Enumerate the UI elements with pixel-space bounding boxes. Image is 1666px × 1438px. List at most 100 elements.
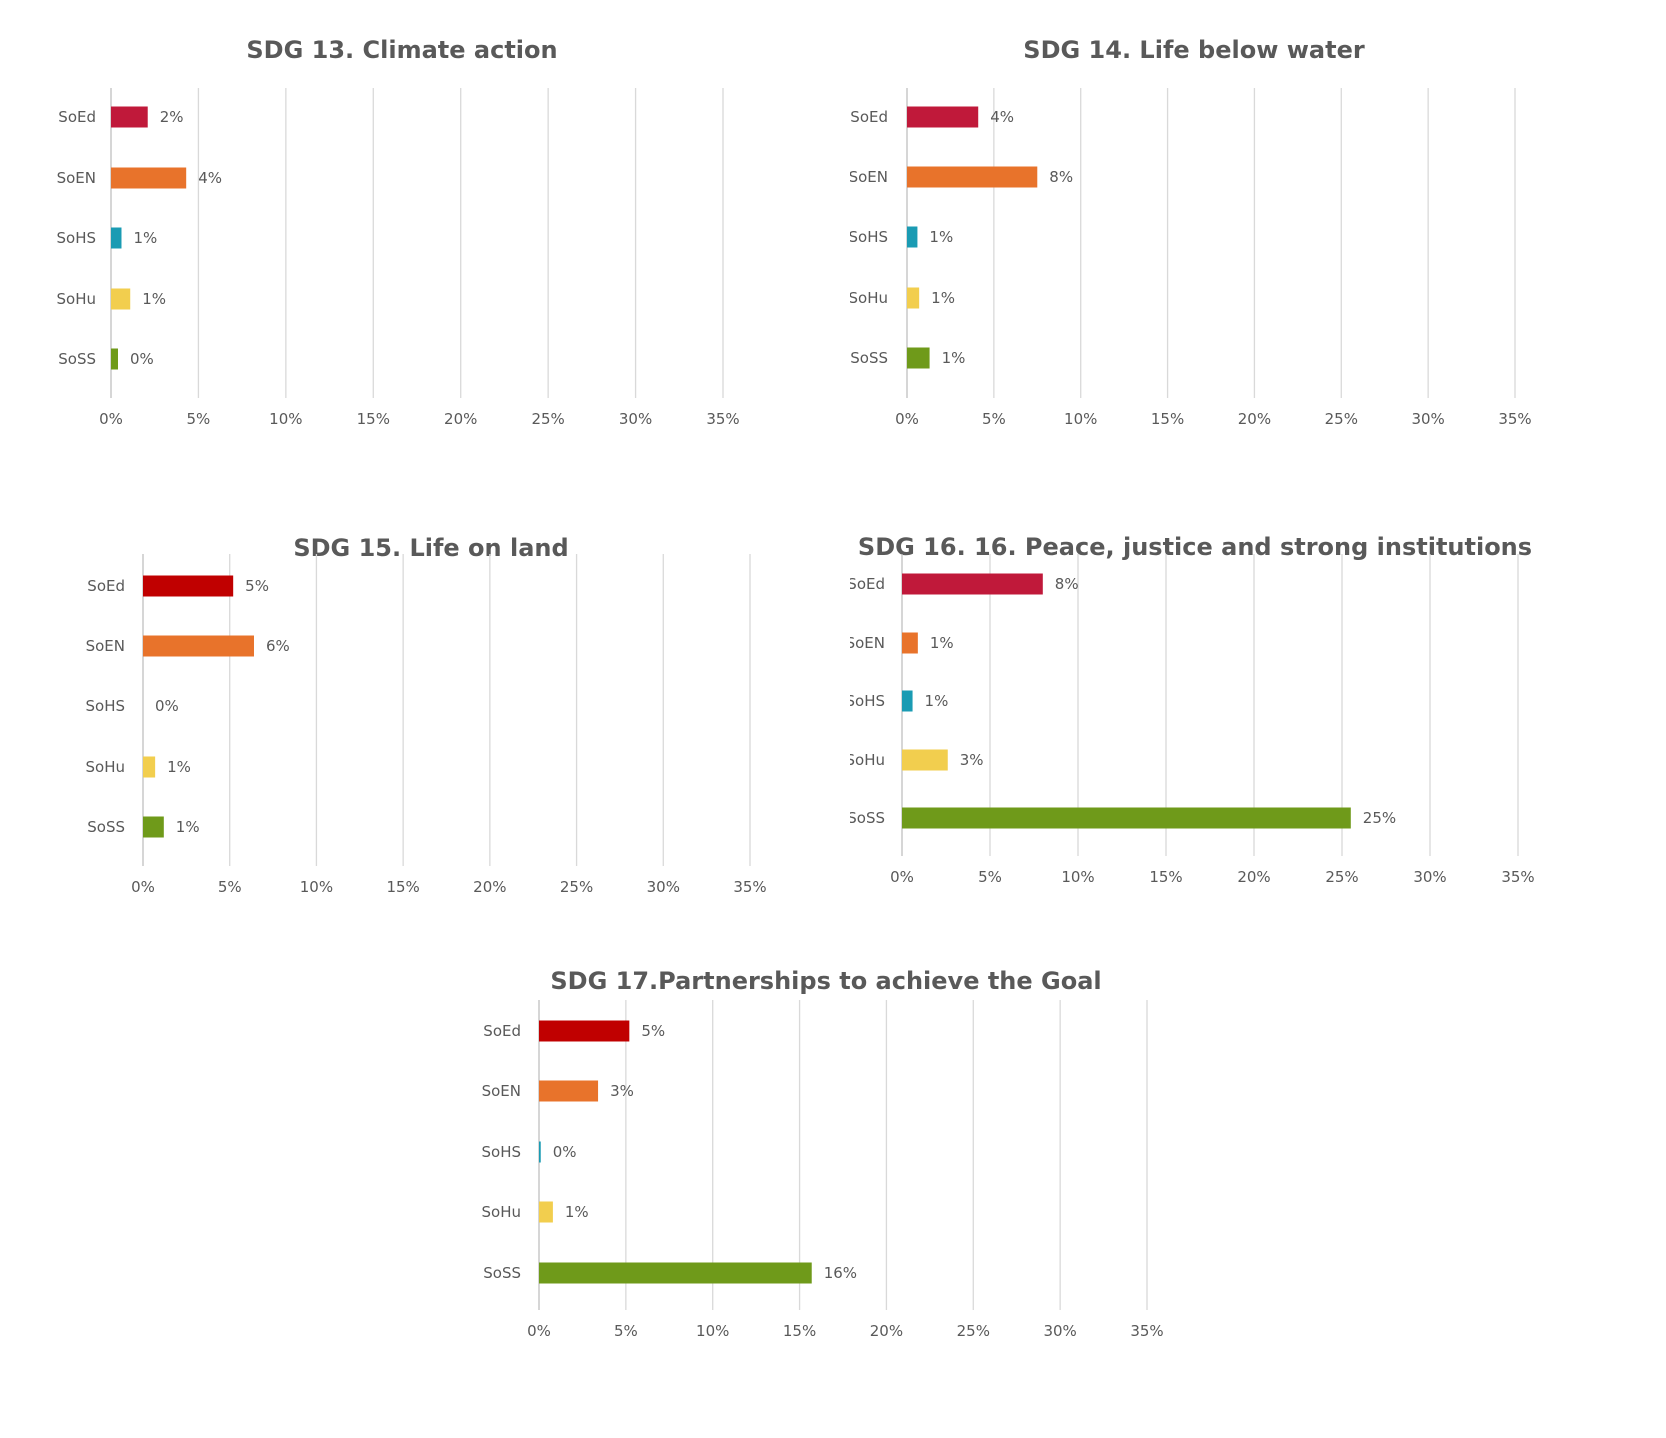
data-label: 1% <box>142 290 166 308</box>
bar <box>539 1262 812 1284</box>
data-label: 1% <box>133 229 157 247</box>
category-label: SoHS <box>57 229 97 247</box>
category-label: SoEd <box>850 108 888 126</box>
bar <box>902 749 948 771</box>
tick-label: 0% <box>131 878 155 896</box>
category-label: SoEd <box>58 108 96 126</box>
chart-title: SDG 14. Life below water <box>1023 36 1365 64</box>
tick-label: 30% <box>647 878 680 896</box>
bar <box>143 575 234 597</box>
chart-body: SDG 14. Life below water 0% 5% 10% 15% 20% 25%… <box>850 36 1532 428</box>
data-label: 8% <box>1049 168 1073 186</box>
chart-title: SDG 15. Life on land <box>293 534 568 562</box>
tick-label: 0% <box>890 868 914 886</box>
data-label: 8% <box>1055 575 1079 593</box>
chart-title: SDG 16. 16. Peace, justice and strong in… <box>858 533 1532 561</box>
bar <box>902 573 1043 595</box>
tick-label: 15% <box>1151 410 1184 428</box>
bar <box>539 1141 541 1163</box>
chart-title: SDG 17.Partnerships to achieve the Goal <box>550 967 1101 995</box>
bar <box>902 690 913 712</box>
tick-label: 10% <box>1061 868 1094 886</box>
bar <box>143 635 254 657</box>
data-label: 3% <box>610 1082 634 1100</box>
tick-label: 10% <box>269 410 302 428</box>
tick-label: 35% <box>1130 1322 1163 1340</box>
bar <box>111 106 148 128</box>
tick-label: 35% <box>706 410 739 428</box>
data-label: 0% <box>155 697 179 715</box>
bar <box>143 816 164 838</box>
category-label: SoEN <box>86 637 125 655</box>
tick-label: 10% <box>300 878 333 896</box>
chart-sdg16-peace-justice: SDG 16. 16. Peace, justice and strong in… <box>850 533 1535 886</box>
category-label: SoHu <box>850 751 885 769</box>
data-label: 3% <box>960 751 984 769</box>
category-label: SoSS <box>483 1264 521 1282</box>
bar <box>907 226 918 248</box>
tick-label: 10% <box>696 1322 729 1340</box>
chart-body: SDG 16. 16. Peace, justice and strong in… <box>850 533 1535 886</box>
tick-label: 5% <box>978 868 1002 886</box>
tick-label: 30% <box>1413 868 1446 886</box>
bar <box>539 1020 630 1042</box>
category-label: SoHS <box>86 697 126 715</box>
data-label: 1% <box>929 228 953 246</box>
category-label: SoEd <box>87 577 125 595</box>
tick-label: 15% <box>386 878 419 896</box>
data-label: 1% <box>565 1203 589 1221</box>
category-label: SoEd <box>483 1022 521 1040</box>
data-label: 2% <box>160 108 184 126</box>
tick-label: 30% <box>1043 1322 1076 1340</box>
tick-label: 25% <box>560 878 593 896</box>
tick-label: 20% <box>1237 868 1270 886</box>
data-label: 16% <box>824 1264 857 1282</box>
tick-label: 35% <box>733 878 766 896</box>
bar <box>539 1201 553 1223</box>
bar <box>907 106 979 128</box>
category-label: SoHu <box>850 289 888 307</box>
data-label: 25% <box>1363 809 1396 827</box>
tick-label: 35% <box>1498 410 1531 428</box>
category-label: SoEN <box>482 1082 521 1100</box>
tick-label: 20% <box>1238 410 1271 428</box>
bar <box>907 287 920 309</box>
category-label: SoSS <box>850 809 885 827</box>
data-label: 1% <box>167 758 191 776</box>
data-label: 1% <box>931 289 955 307</box>
tick-label: 15% <box>357 410 390 428</box>
data-label: 0% <box>553 1143 577 1161</box>
category-label: SoEN <box>850 168 888 186</box>
tick-label: 25% <box>1325 410 1358 428</box>
bar <box>907 347 930 369</box>
data-label: 6% <box>266 637 290 655</box>
chart-body: SDG 13. Climate action 0% 5% 10% 15% 20% 25% 30… <box>57 36 740 428</box>
category-label: SoHS <box>850 692 885 710</box>
tick-label: 30% <box>619 410 652 428</box>
category-label: SoSS <box>87 818 125 836</box>
category-label: SoEN <box>57 169 96 187</box>
bar <box>111 288 131 310</box>
tick-label: 5% <box>614 1322 638 1340</box>
data-label: 1% <box>925 692 949 710</box>
tick-label: 25% <box>531 410 564 428</box>
bar <box>902 632 918 654</box>
tick-label: 15% <box>783 1322 816 1340</box>
tick-label: 0% <box>895 410 919 428</box>
tick-label: 35% <box>1501 868 1534 886</box>
data-label: 1% <box>176 818 200 836</box>
bar <box>143 756 156 778</box>
category-label: SoHS <box>850 228 888 246</box>
tick-label: 25% <box>957 1322 990 1340</box>
category-label: SoSS <box>58 350 96 368</box>
category-label: SoHu <box>86 758 126 776</box>
data-label: 4% <box>198 169 222 187</box>
chart-sdg15-life-on-land: SDG 15. Life on land 0% 5% 10% 15% 20% 25% 30% 3… <box>86 534 767 896</box>
category-label: SoHu <box>482 1203 522 1221</box>
data-label: 1% <box>930 634 954 652</box>
chart-body: SDG 15. Life on land 0% 5% 10% 15% 20% 25% 30% 3… <box>86 534 767 896</box>
data-label: 5% <box>245 577 269 595</box>
tick-label: 0% <box>99 410 123 428</box>
tick-label: 5% <box>982 410 1006 428</box>
